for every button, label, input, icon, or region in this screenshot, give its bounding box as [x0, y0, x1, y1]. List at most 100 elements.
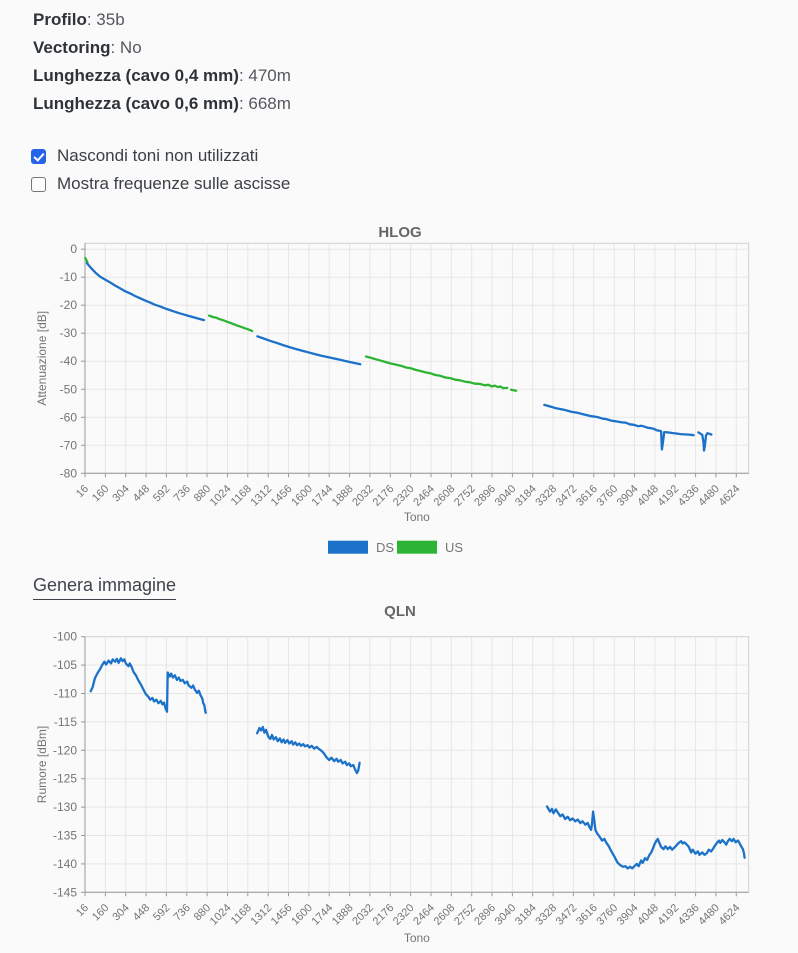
- series-DS: [545, 805, 746, 870]
- x-tick-label: 4624: [717, 483, 743, 509]
- x-tick-label: 592: [151, 902, 172, 923]
- y-tick-label: -60: [60, 410, 78, 424]
- x-tick-label: 3040: [493, 483, 519, 509]
- y-tick-label: -100: [53, 630, 77, 644]
- x-tick-label: 4336: [676, 902, 702, 928]
- x-tick-label: 2464: [411, 483, 437, 509]
- x-tick-label: 304: [110, 483, 131, 504]
- series-DS: [85, 262, 206, 322]
- series-DS: [255, 725, 361, 775]
- x-tick-label: 1744: [310, 483, 336, 509]
- x-tick-label: 1168: [229, 902, 254, 927]
- info-label: Lunghezza (cavo 0,4 mm): [33, 66, 239, 85]
- legend-label: US: [445, 540, 463, 555]
- x-tick-label: 3472: [554, 483, 580, 509]
- x-tick-label: 3760: [595, 483, 621, 509]
- x-tick-label: 448: [131, 483, 152, 504]
- info-separator: :: [86, 10, 97, 29]
- hide-unused-tones-checkbox[interactable]: [31, 148, 46, 164]
- x-tick-label: 2608: [432, 483, 458, 509]
- y-tick-label: -10: [60, 270, 78, 284]
- info-value: 470m: [248, 66, 291, 85]
- info-label: Profilo: [33, 10, 87, 29]
- generate-image-link[interactable]: Genera immagine: [33, 575, 177, 600]
- y-tick-label: -125: [53, 772, 77, 786]
- plot-border: [84, 242, 750, 474]
- x-tick-label: 3472: [554, 902, 580, 928]
- x-tick-label: 3760: [595, 902, 621, 928]
- x-tick-label: 2464: [411, 902, 437, 928]
- option-show-frequencies[interactable]: Mostra frequenze sulle ascisse: [31, 170, 290, 198]
- hlog-chart: 1616030444859273688010241168131214561600…: [35, 224, 750, 555]
- series-US: [364, 355, 509, 390]
- legend-swatch-US: [397, 540, 437, 554]
- x-tick-label: 2032: [350, 483, 376, 509]
- x-tick-label: 3328: [533, 483, 559, 509]
- option-hide-unused-tones[interactable]: Nascondi toni non utilizzati: [31, 142, 290, 170]
- x-tick-label: 4048: [635, 483, 661, 509]
- y-tick-label: -110: [54, 687, 77, 701]
- option-label: Nascondi toni non utilizzati: [57, 146, 259, 165]
- x-tick-label: 3616: [574, 483, 600, 509]
- chart-title: HLOG: [378, 224, 421, 241]
- x-tick-label: 448: [131, 902, 152, 923]
- x-tick-label: 4336: [676, 483, 702, 509]
- x-tick-label: 2176: [371, 483, 397, 509]
- x-tick-label: 2320: [391, 902, 417, 928]
- y-tick-label: -40: [60, 354, 78, 368]
- x-tick-label: 3184: [513, 902, 539, 928]
- x-tick-label: 4624: [717, 902, 743, 928]
- x-tick-label: 592: [151, 483, 172, 504]
- line-info-block: Profilo: 35b Vectoring: No Lunghezza (ca…: [33, 6, 291, 118]
- y-tick-label: -30: [60, 326, 78, 340]
- info-row-length-06: Lunghezza (cavo 0,6 mm): 668m: [33, 90, 291, 118]
- series-DS: [256, 335, 362, 366]
- info-row-vectoring: Vectoring: No: [33, 34, 291, 62]
- y-tick-label: -145: [53, 885, 77, 899]
- info-row-profile: Profilo: 35b: [33, 6, 291, 34]
- x-tick-label: 16: [74, 483, 91, 500]
- x-tick-label: 2032: [350, 902, 376, 928]
- x-tick-label: 3904: [615, 483, 641, 509]
- x-tick-label: 2896: [472, 902, 498, 928]
- x-tick-label: 2896: [472, 483, 498, 509]
- y-tick-label: 0: [70, 242, 77, 256]
- y-tick-label: -135: [53, 829, 77, 843]
- x-axis-title: Tono: [404, 510, 430, 524]
- y-tick-label: -50: [60, 382, 78, 396]
- y-tick-label: -115: [54, 715, 77, 729]
- y-tick-label: -70: [60, 438, 78, 452]
- chart-title: QLN: [384, 603, 416, 620]
- y-tick-label: -140: [53, 857, 77, 871]
- y-tick-label: -20: [60, 298, 78, 312]
- series-DS: [543, 403, 695, 451]
- y-axis-title: Rumore [dBm]: [35, 726, 49, 803]
- info-separator: :: [238, 66, 249, 85]
- info-row-length-04: Lunghezza (cavo 0,4 mm): 470m: [33, 62, 291, 90]
- x-tick-label: 2176: [371, 902, 397, 928]
- x-tick-label: 4192: [656, 483, 682, 509]
- series-DS: [697, 431, 713, 452]
- x-tick-label: 4192: [656, 902, 682, 928]
- y-tick-label: -130: [53, 800, 77, 814]
- series-US: [509, 388, 518, 392]
- series-US: [207, 314, 254, 333]
- x-tick-label: 2752: [452, 483, 478, 509]
- x-tick-label: 3184: [513, 483, 539, 509]
- x-tick-label: 1600: [289, 483, 315, 509]
- info-value: 35b: [96, 10, 125, 29]
- x-tick-label: 4048: [635, 902, 661, 928]
- x-tick-label: 736: [171, 902, 192, 923]
- x-tick-label: 4480: [696, 483, 722, 509]
- x-tick-label: 3904: [615, 902, 641, 928]
- legend-swatch-DS: [328, 540, 368, 554]
- y-axis-title: Attenuazione [dB]: [35, 311, 49, 406]
- x-tick-label: 1168: [229, 483, 254, 508]
- legend-label: DS: [376, 540, 394, 555]
- x-tick-label: 1744: [310, 902, 336, 928]
- y-tick-label: -120: [53, 743, 77, 757]
- x-tick-label: 4480: [696, 902, 722, 928]
- x-tick-label: 3328: [533, 902, 559, 928]
- x-axis-title: Tono: [404, 931, 430, 945]
- show-frequencies-checkbox[interactable]: [31, 176, 46, 192]
